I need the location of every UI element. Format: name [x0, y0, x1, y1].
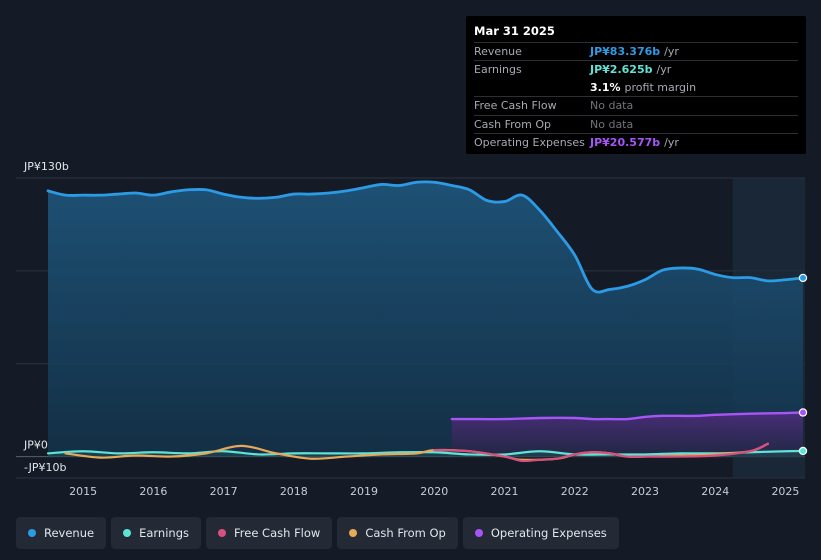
- tooltip-value: No data: [590, 99, 634, 113]
- tooltip-row: Free Cash Flow No data: [474, 96, 798, 114]
- x-tick-label: 2018: [280, 485, 308, 498]
- legend-dot-icon: [123, 529, 132, 537]
- legend-item-free-cash-flow[interactable]: Free Cash Flow: [206, 517, 333, 549]
- tooltip-value: No data: [590, 117, 634, 131]
- legend-item-operating-expenses[interactable]: Operating Expenses: [462, 517, 619, 549]
- series-end-marker: [798, 273, 808, 283]
- tooltip-label: Free Cash Flow: [474, 99, 557, 113]
- tooltip-value: JP¥20.577b: [590, 135, 661, 149]
- tooltip-row: Revenue JP¥83.376b/yr: [474, 42, 798, 60]
- legend-label: Earnings: [139, 526, 189, 540]
- legend-dot-icon: [218, 529, 226, 537]
- legend-item-revenue[interactable]: Revenue: [16, 517, 107, 549]
- legend-dot-icon: [474, 529, 483, 537]
- tooltip-value: JP¥2.625b: [590, 63, 653, 77]
- series-end-marker: [798, 446, 808, 456]
- x-tick-label: 2025: [771, 485, 799, 498]
- series-line-operating-expenses: [450, 411, 805, 421]
- legend-dot-icon: [349, 529, 358, 537]
- tooltip-suffix: /yr: [664, 45, 679, 58]
- y-axis-zero-label: JP¥0: [23, 439, 48, 452]
- tooltip-label: Revenue: [474, 45, 522, 58]
- tooltip: Mar 31 2025 Revenue JP¥83.376b/yr Earnings…: [466, 16, 806, 154]
- x-tick-label: 2015: [69, 485, 97, 498]
- revenue-area: [48, 181, 803, 457]
- tooltip-value: 3.1%: [590, 80, 621, 94]
- legend-label: Free Cash Flow: [234, 526, 321, 540]
- tooltip-suffix: /yr: [656, 63, 672, 77]
- tooltip-value: JP¥83.376b: [590, 45, 661, 58]
- y-axis-top-label: JP¥130b: [23, 160, 69, 173]
- tooltip-row: Earnings JP¥2.625b/yr: [474, 60, 798, 78]
- tooltip-suffix: /yr: [664, 135, 679, 149]
- legend-dot-icon: [28, 529, 36, 537]
- tooltip-date: Mar 31 2025: [474, 24, 555, 38]
- x-tick-label: 2021: [491, 485, 519, 498]
- legend-item-earnings[interactable]: Earnings: [111, 517, 201, 549]
- tooltip-label: Earnings: [474, 63, 522, 77]
- x-tick-label: 2022: [561, 485, 589, 498]
- x-tick-label: 2019: [350, 485, 378, 498]
- legend-label: Operating Expenses: [490, 526, 607, 540]
- legend: Revenue Earnings Free Cash Flow Cash From O…: [16, 517, 619, 549]
- series-end-marker: [798, 408, 808, 417]
- x-tick-label: 2024: [701, 485, 729, 498]
- tooltip-suffix: profit margin: [624, 80, 697, 94]
- legend-item-cash-from-op[interactable]: Cash From Op: [337, 517, 458, 549]
- x-tick-label: 2020: [420, 485, 448, 498]
- tooltip-label: Operating Expenses: [474, 135, 585, 149]
- series-line-earnings: [46, 449, 805, 456]
- series-line-free-cash-flow: [433, 442, 769, 463]
- x-tick-label: 2023: [631, 485, 659, 498]
- x-tick-label: 2016: [139, 485, 167, 498]
- tooltip-row: Operating Expenses JP¥20.577b/yr: [474, 132, 798, 151]
- operating-expenses-area: [451, 412, 803, 457]
- x-tick-label: 2017: [210, 485, 238, 498]
- tooltip-label: [474, 79, 590, 96]
- legend-label: Cash From Op: [365, 526, 446, 540]
- tooltip-label: Cash From Op: [474, 117, 552, 131]
- legend-label: Revenue: [44, 526, 95, 540]
- y-axis-bottom-label: -JP¥10b: [24, 461, 66, 474]
- series-line-revenue: [46, 180, 805, 294]
- tooltip-row: 3.1% profit margin: [474, 79, 798, 96]
- tooltip-row: Cash From Op No data: [474, 114, 798, 133]
